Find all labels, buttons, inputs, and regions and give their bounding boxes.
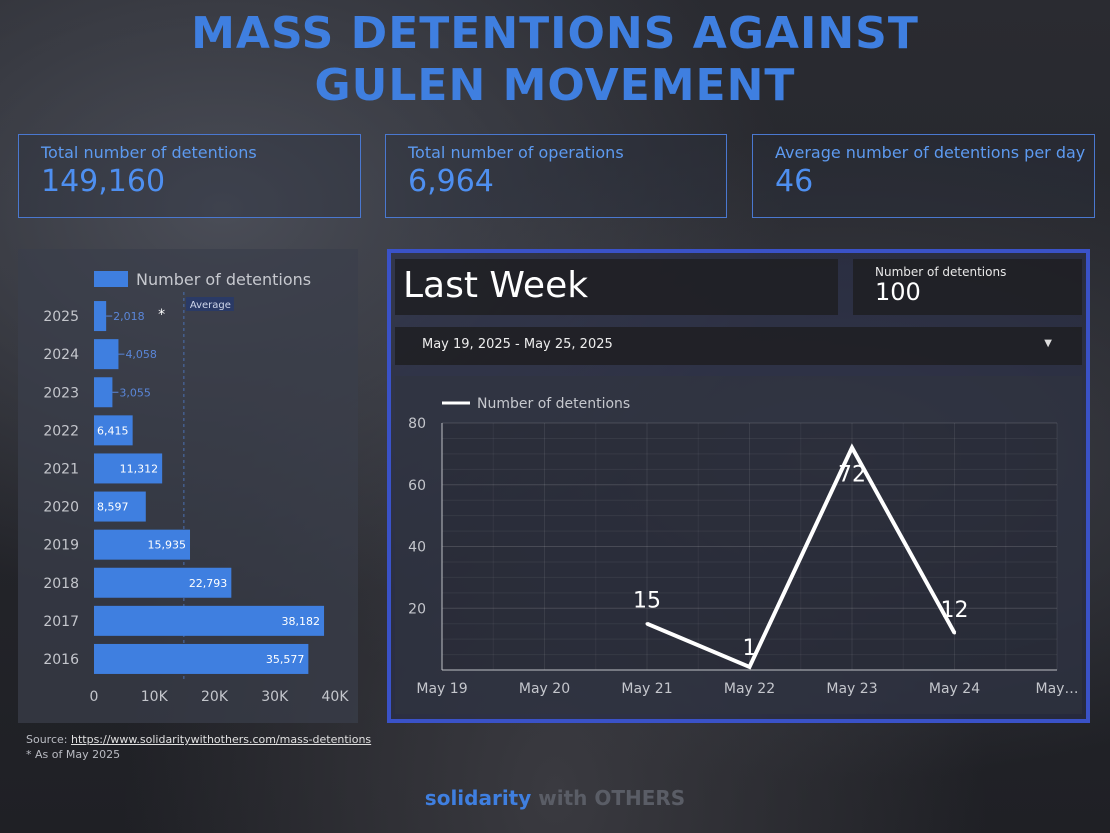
source-link[interactable]: https://www.solidaritywithothers.com/mas… xyxy=(70,733,372,746)
last-week-title: Last Week xyxy=(395,259,838,315)
brand-logo: solidarity with OTHERS xyxy=(0,786,1110,810)
kpi-value: 46 xyxy=(775,164,814,199)
dropdown-caret-icon: ▼ xyxy=(1044,338,1052,349)
legend-label: Number of detentions xyxy=(136,269,312,289)
date-range-picker[interactable]: May 19, 2025 - May 25, 2025 ▼ xyxy=(395,327,1082,365)
bar-chart-panel xyxy=(18,249,358,723)
scorecard-value: 100 xyxy=(875,278,921,306)
source-prefix: Source: xyxy=(26,733,71,746)
title-line-1: MASS DETENTIONS AGAINST xyxy=(191,8,919,59)
kpi-total-detentions: Total number of detentions 149,160 xyxy=(18,134,361,218)
kpi-total-operations: Total number of operations 6,964 xyxy=(385,134,727,218)
bar-chart-legend: Number of detentions xyxy=(94,269,312,289)
brand-part-2: with OTHERS xyxy=(538,786,686,810)
kpi-value: 149,160 xyxy=(41,164,166,199)
kpi-value: 6,964 xyxy=(408,164,494,199)
legend-swatch xyxy=(94,271,128,287)
kpi-label: Total number of operations xyxy=(408,143,624,162)
line-chart-panel xyxy=(395,376,1082,714)
kpi-label: Total number of detentions xyxy=(41,143,257,162)
kpi-label: Average number of detentions per day xyxy=(775,143,1086,162)
kpi-average-per-day: Average number of detentions per day 46 xyxy=(752,134,1095,218)
last-week-scorecard: Number of detentions 100 xyxy=(853,259,1082,315)
title-line-2: GULEN MOVEMENT xyxy=(314,60,796,111)
footnote: * As of May 2025 xyxy=(26,748,121,761)
date-range-text: May 19, 2025 - May 25, 2025 xyxy=(422,337,613,352)
page-title: MASS DETENTIONS AGAINST GULEN MOVEMENT xyxy=(0,8,1110,112)
brand-part-1: solidarity xyxy=(424,786,532,810)
scorecard-label: Number of detentions xyxy=(875,265,1007,279)
source-note: Source: https://www.solidaritywithothers… xyxy=(26,732,371,762)
